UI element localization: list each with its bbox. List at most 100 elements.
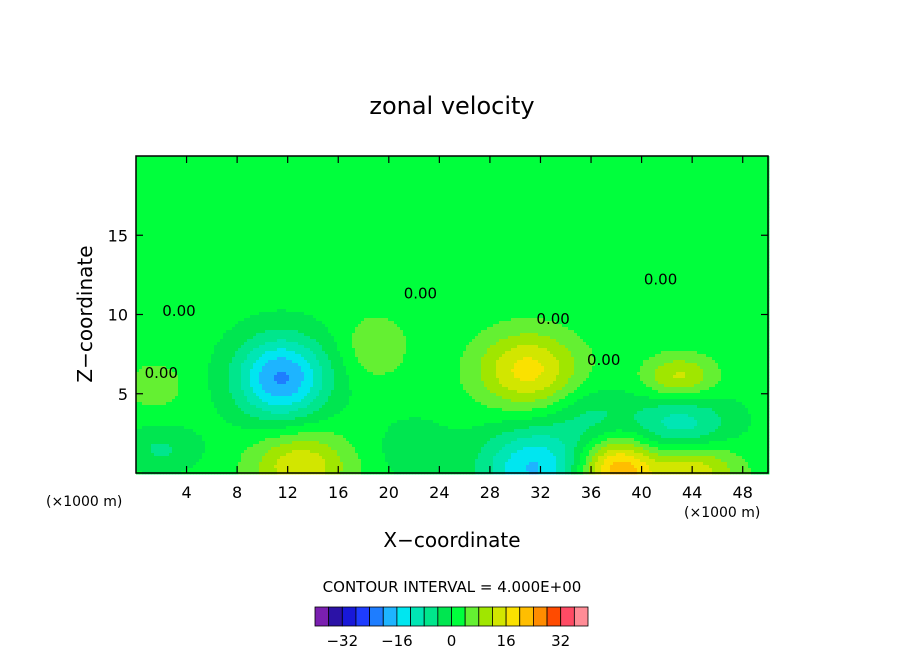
contour-cell xyxy=(274,423,278,427)
contour-cell xyxy=(205,249,209,253)
contour-cell xyxy=(202,309,206,313)
contour-cell xyxy=(178,342,182,346)
contour-cell xyxy=(202,159,206,163)
contour-cell xyxy=(265,435,269,439)
contour-cell xyxy=(232,420,236,424)
contour-cell xyxy=(172,411,176,415)
contour-cell xyxy=(226,414,230,418)
contour-cell xyxy=(256,465,260,469)
contour-cell xyxy=(181,321,185,325)
contour-cell xyxy=(235,441,239,445)
contour-cell xyxy=(256,234,260,238)
contour-cell xyxy=(253,327,257,331)
contour-cell xyxy=(223,222,227,226)
contour-cell xyxy=(163,279,167,283)
contour-cell xyxy=(154,159,158,163)
contour-cell xyxy=(214,435,218,439)
contour-cell xyxy=(238,453,242,457)
contour-cell xyxy=(169,201,173,205)
contour-cell xyxy=(154,249,158,253)
contour-cell xyxy=(211,186,215,190)
contour-cell xyxy=(238,468,242,472)
contour-cell xyxy=(235,456,239,460)
contour-cell xyxy=(151,294,155,298)
contour-cell xyxy=(151,168,155,172)
contour-cell xyxy=(217,414,221,418)
contour-cell xyxy=(166,321,170,325)
contour-cell xyxy=(244,270,248,274)
contour-cell xyxy=(157,186,161,190)
contour-cell xyxy=(229,390,233,394)
contour-cell xyxy=(169,174,173,178)
contour-cell xyxy=(154,213,158,217)
contour-cell xyxy=(187,270,191,274)
contour-cell xyxy=(220,333,224,337)
contour-cell xyxy=(208,183,212,187)
contour-cell xyxy=(175,342,179,346)
contour-cell xyxy=(250,171,254,175)
contour-cell xyxy=(226,279,230,283)
contour-cell xyxy=(232,405,236,409)
contour-cell xyxy=(151,369,155,373)
contour-cell xyxy=(271,342,275,346)
contour-cell xyxy=(154,282,158,286)
contour-cell xyxy=(181,213,185,217)
contour-cell xyxy=(196,435,200,439)
contour-cell xyxy=(199,396,203,400)
contour-cell xyxy=(154,393,158,397)
contour-cell xyxy=(169,396,173,400)
contour-cell xyxy=(169,303,173,307)
contour-cell xyxy=(265,369,269,373)
contour-cell xyxy=(160,183,164,187)
contour-cell xyxy=(244,231,248,235)
contour-cell xyxy=(229,387,233,391)
contour-cell xyxy=(187,267,191,271)
contour-cell xyxy=(217,381,221,385)
contour-cell xyxy=(211,375,215,379)
contour-cell xyxy=(190,462,194,466)
contour-cell xyxy=(202,372,206,376)
contour-cell xyxy=(166,408,170,412)
contour-cell xyxy=(229,273,233,277)
contour-cell xyxy=(160,237,164,241)
contour-cell xyxy=(271,405,275,409)
contour-cell xyxy=(136,306,140,310)
contour-cell xyxy=(262,318,266,322)
contour-cell xyxy=(238,156,242,160)
contour-cell xyxy=(256,261,260,265)
contour-cell xyxy=(181,435,185,439)
contour-cell xyxy=(142,465,146,469)
contour-cell xyxy=(238,432,242,436)
contour-cell xyxy=(268,339,272,343)
contour-cell xyxy=(223,297,227,301)
contour-cell xyxy=(172,276,176,280)
contour-cell xyxy=(181,315,185,319)
contour-cell xyxy=(208,285,212,289)
contour-cell xyxy=(166,402,170,406)
contour-cell xyxy=(169,429,173,433)
contour-cell xyxy=(178,426,182,430)
contour-cell xyxy=(160,441,164,445)
contour-cell xyxy=(145,243,149,247)
contour-cell xyxy=(256,360,260,364)
contour-cell xyxy=(145,291,149,295)
contour-cell xyxy=(163,168,167,172)
contour-cell xyxy=(262,234,266,238)
contour-cell xyxy=(172,432,176,436)
contour-cell xyxy=(193,321,197,325)
contour-cell xyxy=(181,156,185,160)
contour-cell xyxy=(271,396,275,400)
contour-cell xyxy=(250,384,254,388)
contour-cell xyxy=(259,357,263,361)
contour-cell xyxy=(199,339,203,343)
contour-cell xyxy=(181,303,185,307)
contour-cell xyxy=(193,216,197,220)
contour-cell xyxy=(172,381,176,385)
contour-cell xyxy=(172,351,176,355)
contour-cell xyxy=(145,402,149,406)
contour-cell xyxy=(271,363,275,367)
contour-cell xyxy=(268,168,272,172)
contour-cell xyxy=(229,237,233,241)
contour-cell xyxy=(139,366,143,370)
contour-cell xyxy=(253,387,257,391)
